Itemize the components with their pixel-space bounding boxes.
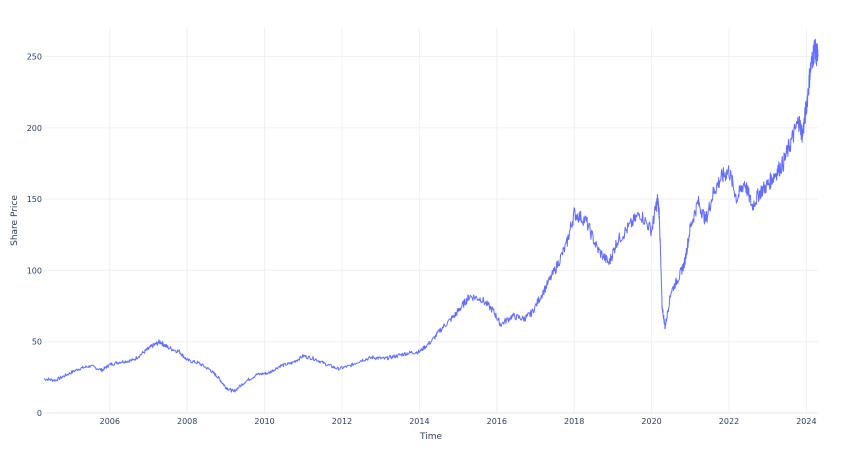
y-tick-label: 200 [27,124,42,133]
x-tick-label: 2012 [332,417,352,426]
y-axis-title: Share Price [10,195,20,246]
plot-area [43,38,819,393]
y-tick-label: 150 [27,195,42,204]
y-tick-label: 250 [27,53,42,62]
x-tick-label: 2016 [487,417,507,426]
x-axis-ticks: 2006 2008 2010 2012 2014 2016 2018 2020 2022 2024 [100,417,817,426]
series-line-0 [43,38,819,393]
x-tick-label: 2020 [641,417,661,426]
y-axis-ticks: 0 50 100 150 200 250 [27,53,42,418]
x-tick-label: 2018 [564,417,584,426]
grid [44,28,818,414]
x-tick-label: 2006 [100,417,120,426]
x-tick-label: 2022 [719,417,739,426]
x-tick-label: 2010 [254,417,274,426]
y-tick-label: 0 [37,409,42,418]
x-tick-label: 2024 [796,417,816,426]
x-tick-label: 2014 [409,417,429,426]
x-axis-title: Time [419,432,442,442]
y-tick-label: 100 [27,266,42,275]
x-tick-label: 2008 [177,417,197,426]
y-tick-label: 50 [32,338,42,347]
